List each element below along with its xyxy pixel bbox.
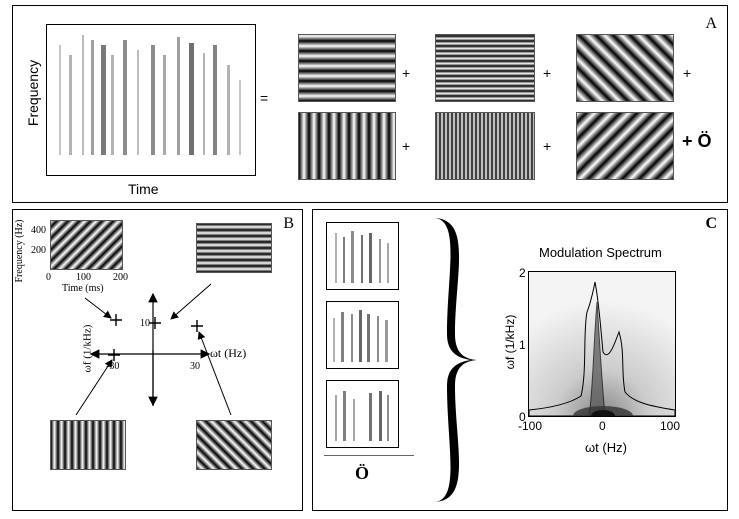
omega-f-label: ωf (1/kHz) [81,324,94,373]
plus-sign-3: + [683,65,692,81]
sample-points [108,314,203,361]
plus-sign-2: + [543,65,552,81]
inset-grating [50,220,123,270]
inset-ytick-400: 400 [31,225,46,236]
grating-diagonal-up [576,112,674,180]
grating-vertical-b [50,420,126,470]
spectrogram-xlabel: Time [128,181,159,197]
grating-horizontal-wide [298,34,396,102]
omega-t-label: ωt (Hz) [210,346,247,360]
plus-sign-4: + [402,138,411,154]
grating-vertical-fine [435,112,535,180]
grating-diagonal-down [576,34,674,102]
mod-spectrum-plot [528,271,676,417]
mod-ytick-2: 2 [519,266,526,280]
pointer-vertical [75,359,113,416]
tick-neg30: -30 [106,361,120,372]
inset-xtick-0: 0 [46,272,51,283]
mod-ytick-1: 1 [519,338,526,352]
spectrogram-main [46,24,256,176]
grating-horizontal-b [196,223,272,273]
grating-vertical-wide [298,112,396,180]
spectrogram-example-3 [326,380,399,448]
pointer-horizontal [170,283,212,320]
mod-xlabel: ωt (Hz) [585,440,627,455]
mod-xtick-neg100: -100 [518,419,543,433]
spectrogram-main-image [59,35,241,155]
inset-xtick-200: 200 [113,272,128,283]
ellipsis-mark: Ö [355,463,370,483]
plus-ellipsis: + Ö [682,131,712,151]
panel-b-label: B [283,215,294,232]
panel-c-label: C [705,215,717,232]
pointer-diagonal [197,331,232,416]
modulation-axes [75,283,232,416]
mod-xtick-0: 0 [599,419,606,433]
plus-sign-1: + [402,65,411,81]
tick-30: 30 [190,361,200,372]
panel-c: C Ö Modulation Spectrum [312,209,728,511]
inset-xtick-100: 100 [76,272,91,283]
inset-ytick-200: 200 [31,245,46,256]
panel-a: A Frequency Time = + + + + + + Ö [12,5,728,203]
grating-horizontal-fine [435,34,535,102]
panel-b: B Frequency (Hz) 400 200 0 100 200 Time … [12,209,303,511]
equals-sign: = [260,90,269,106]
mod-spectrum-title: Modulation Spectrum [539,245,662,260]
pointer-inset [84,297,112,319]
inset-xlabel: Time (ms) [62,283,104,294]
spectrogram-example-1 [326,222,399,290]
mod-ytick-0: 0 [519,410,526,424]
ellipsis-divider [324,455,414,456]
panel-a-label: A [705,15,717,32]
curly-brace [433,218,477,502]
mod-xtick-100: 100 [660,419,681,433]
tick-10: 10 [140,318,150,329]
spectrogram-example-2 [326,301,399,369]
spectrogram-ylabel: Frequency [25,59,41,127]
mod-ylabel: ωf (1/kHz) [503,314,517,370]
grating-diagonal-b [196,420,272,470]
plus-sign-5: + [543,138,552,154]
